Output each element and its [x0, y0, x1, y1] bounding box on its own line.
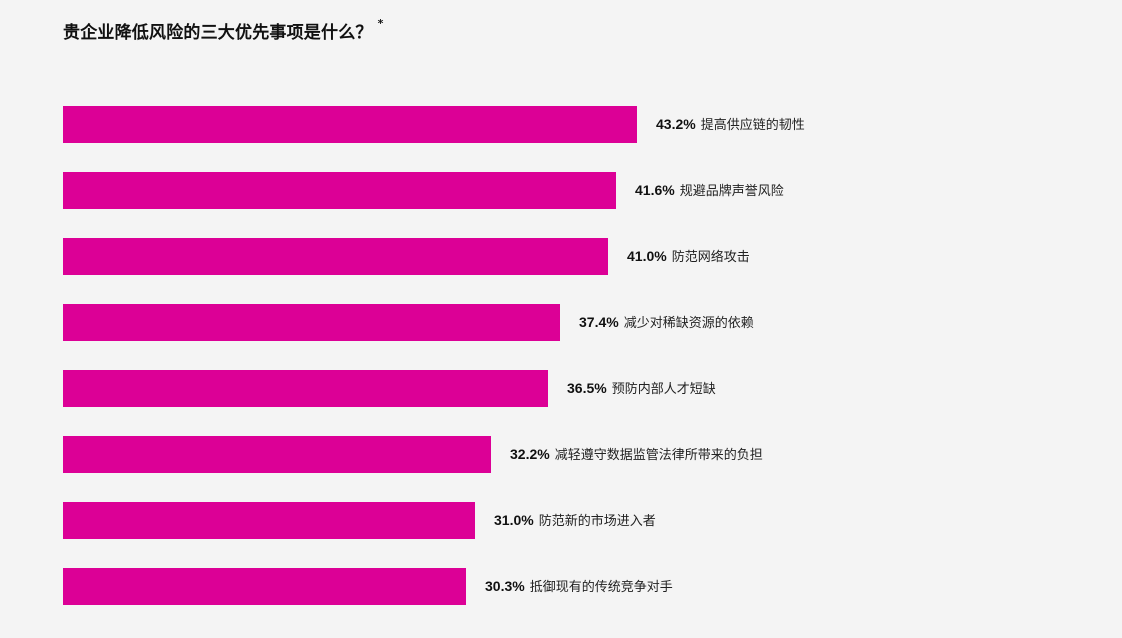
bar-category-label: 防范网络攻击: [671, 250, 750, 265]
bar-value-label: 32.2%: [510, 446, 550, 462]
bar-category-label: 规避品牌声誉风险: [679, 184, 784, 199]
bar: [63, 568, 466, 605]
chart-title-text: 贵企业降低风险的三大优先事项是什么？: [63, 23, 373, 43]
bar-category-label: 提高供应链的韧性: [700, 118, 805, 133]
bar-label: 37.4% 减少对稀缺资源的依赖: [579, 304, 754, 341]
chart-title: 贵企业降低风险的三大优先事项是什么？ *: [63, 17, 384, 43]
bar-label: 30.3% 抵御现有的传统竞争对手: [485, 568, 673, 605]
bar-value-label: 30.3%: [485, 578, 525, 594]
bar-label: 36.5% 预防内部人才短缺: [567, 370, 716, 407]
bar-value-label: 37.4%: [579, 314, 619, 330]
bar: [63, 370, 548, 407]
title-footnote-mark: *: [377, 17, 384, 31]
bar-value-label: 41.0%: [627, 248, 667, 264]
bar-label: 31.0% 防范新的市场进入者: [494, 502, 656, 539]
bar: [63, 172, 616, 209]
bar-value-label: 36.5%: [567, 380, 607, 396]
bar-label: 43.2% 提高供应链的韧性: [656, 106, 805, 143]
bar-label: 41.0% 防范网络攻击: [627, 238, 750, 275]
bar-label: 41.6% 规避品牌声誉风险: [635, 172, 784, 209]
bar: [63, 238, 608, 275]
bar-value-label: 43.2%: [656, 116, 696, 132]
bar-value-label: 41.6%: [635, 182, 675, 198]
bar-category-label: 防范新的市场进入者: [538, 514, 656, 529]
bar: [63, 436, 491, 473]
bar-category-label: 减少对稀缺资源的依赖: [623, 316, 754, 331]
bar: [63, 502, 475, 539]
bar-category-label: 预防内部人才短缺: [611, 382, 716, 397]
bar-category-label: 抵御现有的传统竞争对手: [529, 580, 673, 595]
bar-value-label: 31.0%: [494, 512, 534, 528]
bar-category-label: 减轻遵守数据监管法律所带来的负担: [554, 448, 763, 463]
bar: [63, 304, 560, 341]
bar-label: 32.2% 减轻遵守数据监管法律所带来的负担: [510, 436, 763, 473]
bar: [63, 106, 637, 143]
